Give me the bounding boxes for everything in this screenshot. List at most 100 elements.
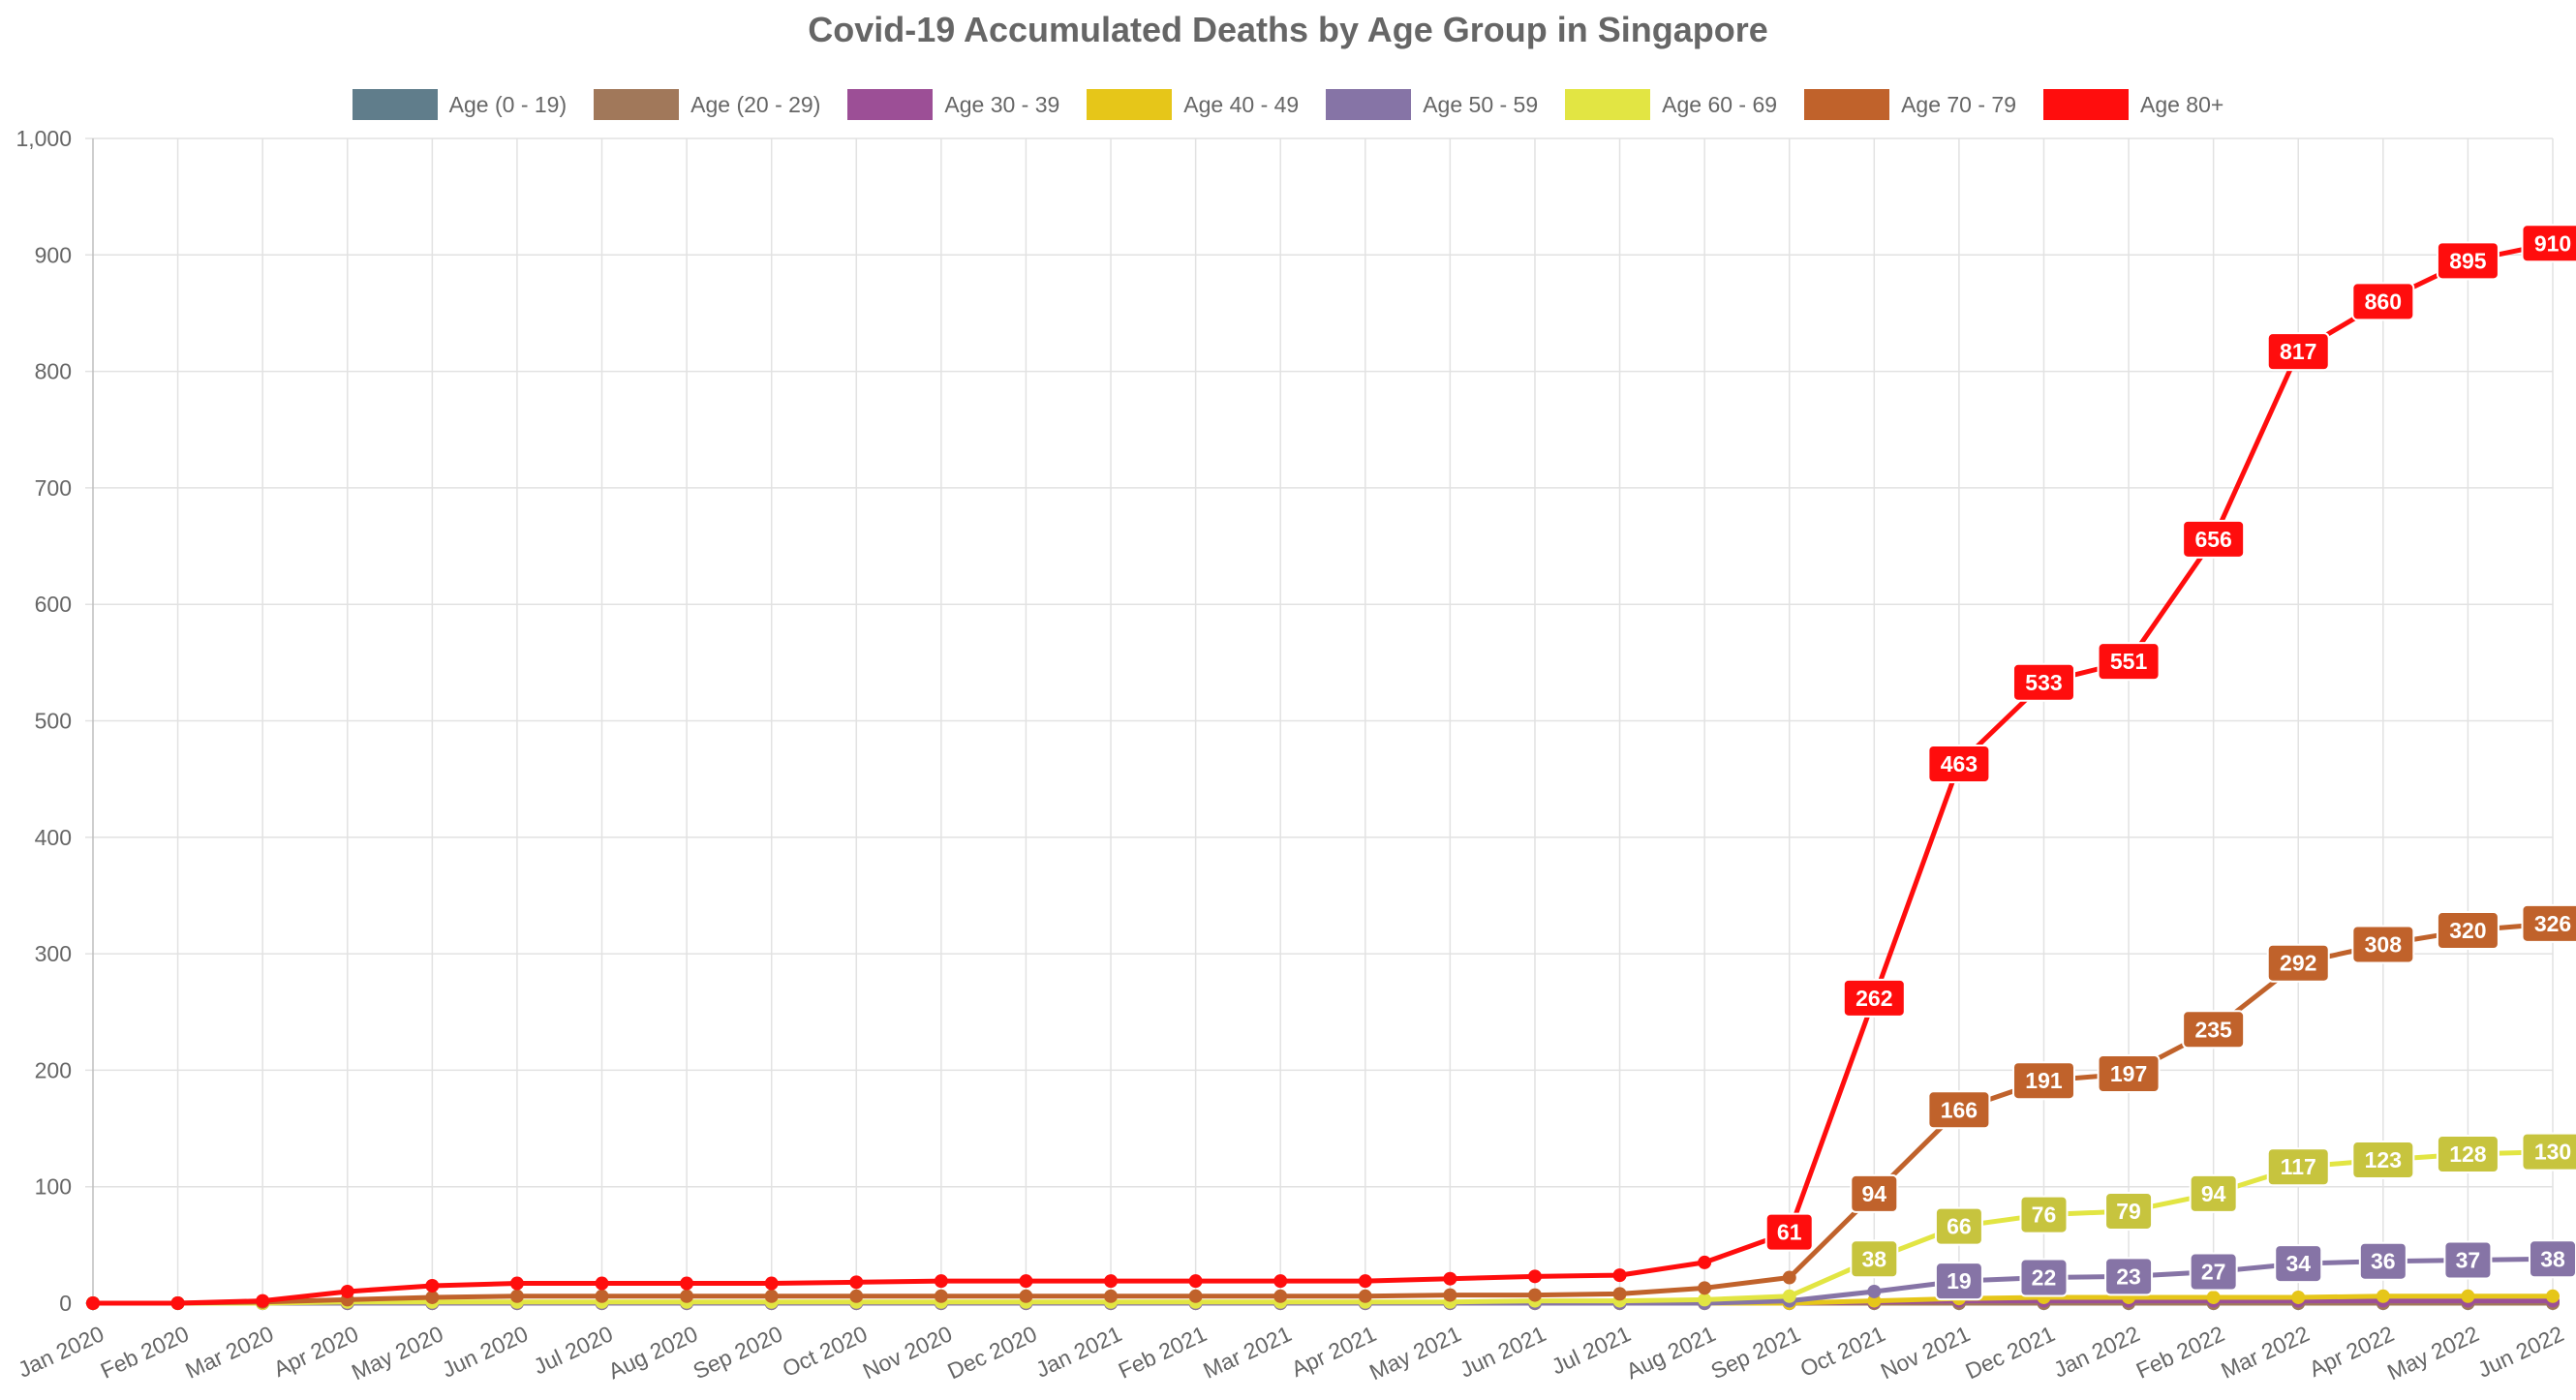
x-tick-label: Jan 2022 bbox=[2050, 1321, 2144, 1383]
data-point bbox=[1358, 1289, 1372, 1303]
y-tick-label: 500 bbox=[35, 709, 72, 734]
data-label-box bbox=[2104, 1191, 2154, 1231]
data-label-text: 66 bbox=[1947, 1214, 1972, 1239]
x-tick-label: Dec 2021 bbox=[1961, 1321, 2058, 1384]
data-point bbox=[595, 1276, 609, 1291]
legend-item[interactable]: Age 50 - 59 bbox=[1326, 89, 1538, 120]
x-tick-label: Oct 2021 bbox=[1796, 1321, 1889, 1382]
data-label: 533 bbox=[2011, 662, 2075, 702]
data-label-box bbox=[2529, 1239, 2576, 1279]
data-label: 19 bbox=[1934, 1262, 1983, 1301]
chart-title: Covid-19 Accumulated Deaths by Age Group… bbox=[808, 10, 1768, 49]
data-label-box bbox=[2104, 1257, 2154, 1296]
data-label-box bbox=[2521, 224, 2576, 263]
data-point bbox=[509, 1289, 524, 1303]
data-label-box bbox=[1934, 1262, 1983, 1301]
data-label-text: 197 bbox=[2110, 1061, 2147, 1086]
legend-item[interactable]: Age 40 - 49 bbox=[1087, 89, 1299, 120]
data-label-box bbox=[2274, 1244, 2323, 1284]
x-tick-label: Jan 2021 bbox=[1031, 1321, 1125, 1383]
series-line bbox=[90, 921, 2556, 1306]
data-label-text: 895 bbox=[2449, 248, 2487, 273]
legend-label: Age 40 - 49 bbox=[1183, 91, 1300, 117]
x-tick-label: Dec 2020 bbox=[943, 1321, 1040, 1384]
legend-item[interactable]: Age (20 - 29) bbox=[594, 89, 820, 120]
data-point bbox=[1612, 1287, 1627, 1301]
data-label-box bbox=[2266, 943, 2330, 983]
data-label-box bbox=[2443, 1240, 2493, 1280]
data-label-text: 23 bbox=[2116, 1263, 2141, 1289]
legend-item[interactable]: Age (0 - 19) bbox=[352, 89, 567, 120]
data-label: 197 bbox=[2097, 1054, 2161, 1094]
y-tick-label: 800 bbox=[35, 359, 72, 384]
legend-item[interactable]: Age 80+ bbox=[2042, 89, 2224, 120]
data-label-box bbox=[2351, 925, 2415, 964]
data-point bbox=[1273, 1274, 1288, 1289]
data-label-text: 123 bbox=[2365, 1147, 2402, 1172]
legend-label: Age 50 - 59 bbox=[1423, 91, 1539, 117]
legend-item[interactable]: Age 70 - 79 bbox=[1804, 89, 2016, 120]
data-label-text: 19 bbox=[1947, 1268, 1972, 1293]
data-point bbox=[1698, 1255, 1712, 1269]
legend-item[interactable]: Age 60 - 69 bbox=[1565, 89, 1777, 120]
x-tick-label: Mar 2022 bbox=[2217, 1321, 2313, 1384]
legend-label: Age (0 - 19) bbox=[448, 91, 567, 117]
data-label-text: 191 bbox=[2025, 1068, 2063, 1093]
legend-swatch bbox=[2042, 89, 2129, 120]
data-point bbox=[1612, 1268, 1627, 1283]
data-point bbox=[86, 1296, 100, 1310]
legend-swatch bbox=[1326, 89, 1412, 120]
legend-swatch bbox=[847, 89, 934, 120]
data-label-text: 38 bbox=[2540, 1246, 2565, 1271]
data-label: 910 bbox=[2521, 224, 2576, 263]
data-label: 66 bbox=[1934, 1206, 1983, 1246]
data-point bbox=[595, 1289, 609, 1303]
y-tick-label: 700 bbox=[35, 475, 72, 501]
data-label: 27 bbox=[2189, 1252, 2238, 1292]
data-label-box bbox=[1764, 1212, 1814, 1252]
data-point bbox=[1358, 1274, 1372, 1289]
legend-label: Age 60 - 69 bbox=[1662, 91, 1778, 117]
data-label: 130 bbox=[2521, 1132, 2576, 1172]
legend-swatch bbox=[1565, 89, 1651, 120]
x-tick-label: Aug 2020 bbox=[604, 1321, 701, 1384]
data-point bbox=[2546, 1289, 2560, 1303]
data-point bbox=[1443, 1288, 1457, 1302]
data-label-text: 36 bbox=[2371, 1249, 2396, 1274]
data-label: 37 bbox=[2443, 1240, 2493, 1280]
data-label-box bbox=[2182, 519, 2246, 559]
y-tick-label: 900 bbox=[35, 242, 72, 267]
data-label: 94 bbox=[1850, 1173, 1899, 1213]
x-tick-label: Mar 2020 bbox=[181, 1321, 277, 1384]
legend-label: Age (20 - 29) bbox=[690, 91, 821, 117]
legend-label: Age 80+ bbox=[2139, 91, 2224, 117]
data-label-box bbox=[2266, 1147, 2330, 1187]
x-tick-label: Sep 2020 bbox=[690, 1321, 786, 1384]
data-label-box bbox=[1927, 745, 1991, 784]
data-label-box bbox=[2097, 1054, 2161, 1094]
legend-item[interactable]: Age 30 - 39 bbox=[847, 89, 1059, 120]
data-point bbox=[425, 1278, 440, 1293]
x-tick-label: Jul 2020 bbox=[530, 1321, 617, 1379]
data-label: 320 bbox=[2436, 911, 2499, 951]
y-tick-label: 600 bbox=[35, 592, 72, 617]
data-label-box bbox=[2182, 1010, 2246, 1050]
data-label: 128 bbox=[2436, 1135, 2499, 1174]
data-label-text: 551 bbox=[2110, 649, 2148, 674]
x-tick-label: Jan 2020 bbox=[14, 1321, 107, 1383]
data-label: 326 bbox=[2521, 903, 2576, 943]
x-tick-label: May 2022 bbox=[2383, 1321, 2483, 1385]
data-label: 76 bbox=[2019, 1195, 2069, 1234]
data-label-box bbox=[2189, 1252, 2238, 1292]
data-point bbox=[1188, 1289, 1203, 1303]
x-tick-label: May 2021 bbox=[1365, 1321, 1465, 1385]
data-label-box bbox=[1927, 1090, 1991, 1130]
data-label-text: 128 bbox=[2449, 1141, 2487, 1167]
data-label-box bbox=[1842, 978, 1906, 1018]
data-point bbox=[764, 1289, 779, 1303]
data-point bbox=[1104, 1289, 1119, 1303]
data-label-text: 235 bbox=[2194, 1017, 2232, 1042]
x-tick-label: Jun 2022 bbox=[2473, 1321, 2567, 1383]
data-label: 22 bbox=[2019, 1258, 2069, 1297]
legend-swatch bbox=[594, 89, 680, 120]
